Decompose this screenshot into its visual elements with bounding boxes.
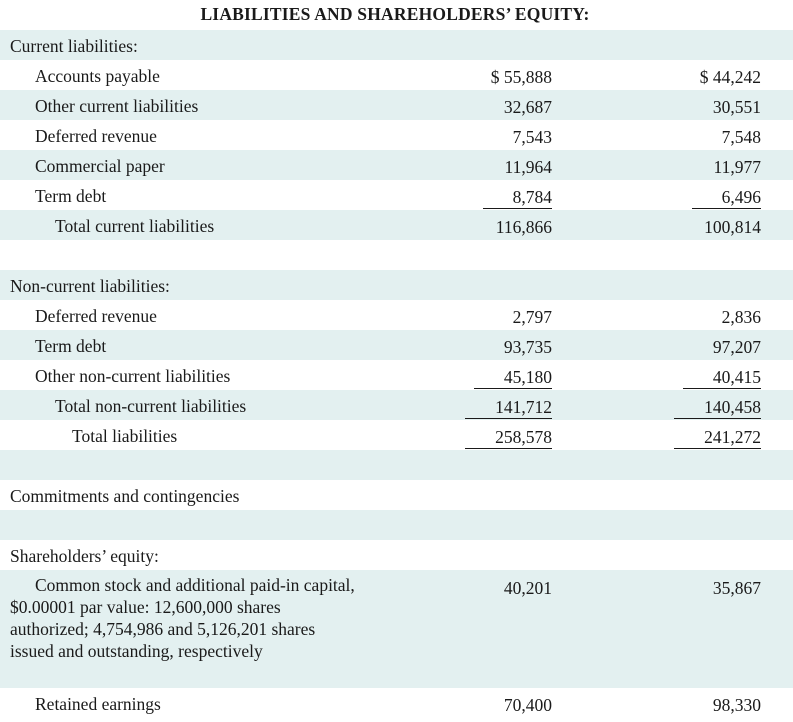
- total-row: Total current liabilities 116,866 100,81…: [0, 210, 793, 240]
- row-label: Total liabilities: [72, 426, 178, 446]
- value-prior-year: 7,548: [721, 127, 761, 147]
- spacer-row: [0, 510, 793, 540]
- table-row: Common stock and additional paid-in capi…: [0, 570, 793, 688]
- statement-title: LIABILITIES AND SHAREHOLDERS’ EQUITY:: [200, 4, 590, 24]
- section-heading-row: Current liabilities:: [0, 30, 793, 60]
- total-row: Total liabilities 258,578 241,272: [0, 420, 793, 450]
- value-prior-year: 97,207: [712, 337, 761, 357]
- row-label: Total current liabilities: [55, 216, 215, 236]
- common-stock-label: Common stock and additional paid-in capi…: [10, 575, 355, 661]
- row-label: Term debt: [35, 336, 107, 356]
- value-current-year: 8,784: [482, 186, 552, 209]
- value-prior-year: 6,496: [691, 186, 761, 209]
- total-row: Total non-current liabilities 141,712 14…: [0, 390, 793, 420]
- value-current-year: $ 55,888: [490, 67, 552, 87]
- value-current-year: 32,687: [503, 97, 552, 117]
- value-current-year: 7,543: [512, 127, 552, 147]
- value-prior-year: 2,836: [721, 307, 761, 327]
- value-current-year: 258,578: [465, 426, 552, 449]
- equity-heading: Shareholders’ equity:: [10, 546, 159, 566]
- table-row: Deferred revenue 2,797 2,836: [0, 300, 793, 330]
- row-label: Deferred revenue: [35, 126, 157, 146]
- spacer-row: [0, 450, 793, 480]
- section-heading-row: Shareholders’ equity:: [0, 540, 793, 570]
- row-label: Other current liabilities: [35, 96, 199, 116]
- section-heading-row: Non-current liabilities:: [0, 270, 793, 300]
- row-label: Other non-current liabilities: [35, 366, 231, 386]
- value-prior-year: 11,977: [713, 157, 761, 177]
- value-prior-year: 98,330: [712, 695, 761, 715]
- value-prior-year: 140,458: [674, 396, 761, 419]
- table-row: Other non-current liabilities 45,180 40,…: [0, 360, 793, 390]
- noncurrent-liabilities-heading: Non-current liabilities:: [10, 276, 170, 296]
- table-row: Term debt 8,784 6,496: [0, 180, 793, 210]
- value-prior-year: 30,551: [712, 97, 761, 117]
- value-prior-year: 100,814: [704, 217, 761, 237]
- row-label: Retained earnings: [35, 694, 161, 714]
- commitments-label: Commitments and contingencies: [10, 486, 240, 506]
- spacer-row: [0, 240, 793, 270]
- table-row: Other current liabilities 32,687 30,551: [0, 90, 793, 120]
- row-label: Deferred revenue: [35, 306, 157, 326]
- value-prior-year: 241,272: [674, 426, 761, 449]
- value-current-year: 93,735: [503, 337, 552, 357]
- row-label: Commercial paper: [35, 156, 165, 176]
- value-current-year: 116,866: [495, 217, 552, 237]
- table-row: Deferred revenue 7,543 7,548: [0, 120, 793, 150]
- value-current-year: 40,201: [503, 578, 552, 598]
- value-current-year: 45,180: [473, 366, 552, 389]
- row-label: Term debt: [35, 186, 107, 206]
- table-row: Commercial paper 11,964 11,977: [0, 150, 793, 180]
- value-prior-year: $ 44,242: [699, 67, 761, 87]
- value-prior-year: 40,415: [682, 366, 761, 389]
- commitments-row: Commitments and contingencies: [0, 480, 793, 510]
- value-current-year: 2,797: [512, 307, 552, 327]
- value-current-year: 141,712: [465, 396, 552, 419]
- table-row: Retained earnings 70,400 98,330: [0, 688, 793, 718]
- value-current-year: 11,964: [504, 157, 552, 177]
- row-label: Total non-current liabilities: [55, 396, 247, 416]
- table-row: Accounts payable $ 55,888 $ 44,242: [0, 60, 793, 90]
- value-prior-year: 35,867: [712, 578, 761, 598]
- row-label: Accounts payable: [35, 66, 160, 86]
- table-row: Term debt 93,735 97,207: [0, 330, 793, 360]
- value-current-year: 70,400: [503, 695, 552, 715]
- current-liabilities-heading: Current liabilities:: [10, 36, 138, 56]
